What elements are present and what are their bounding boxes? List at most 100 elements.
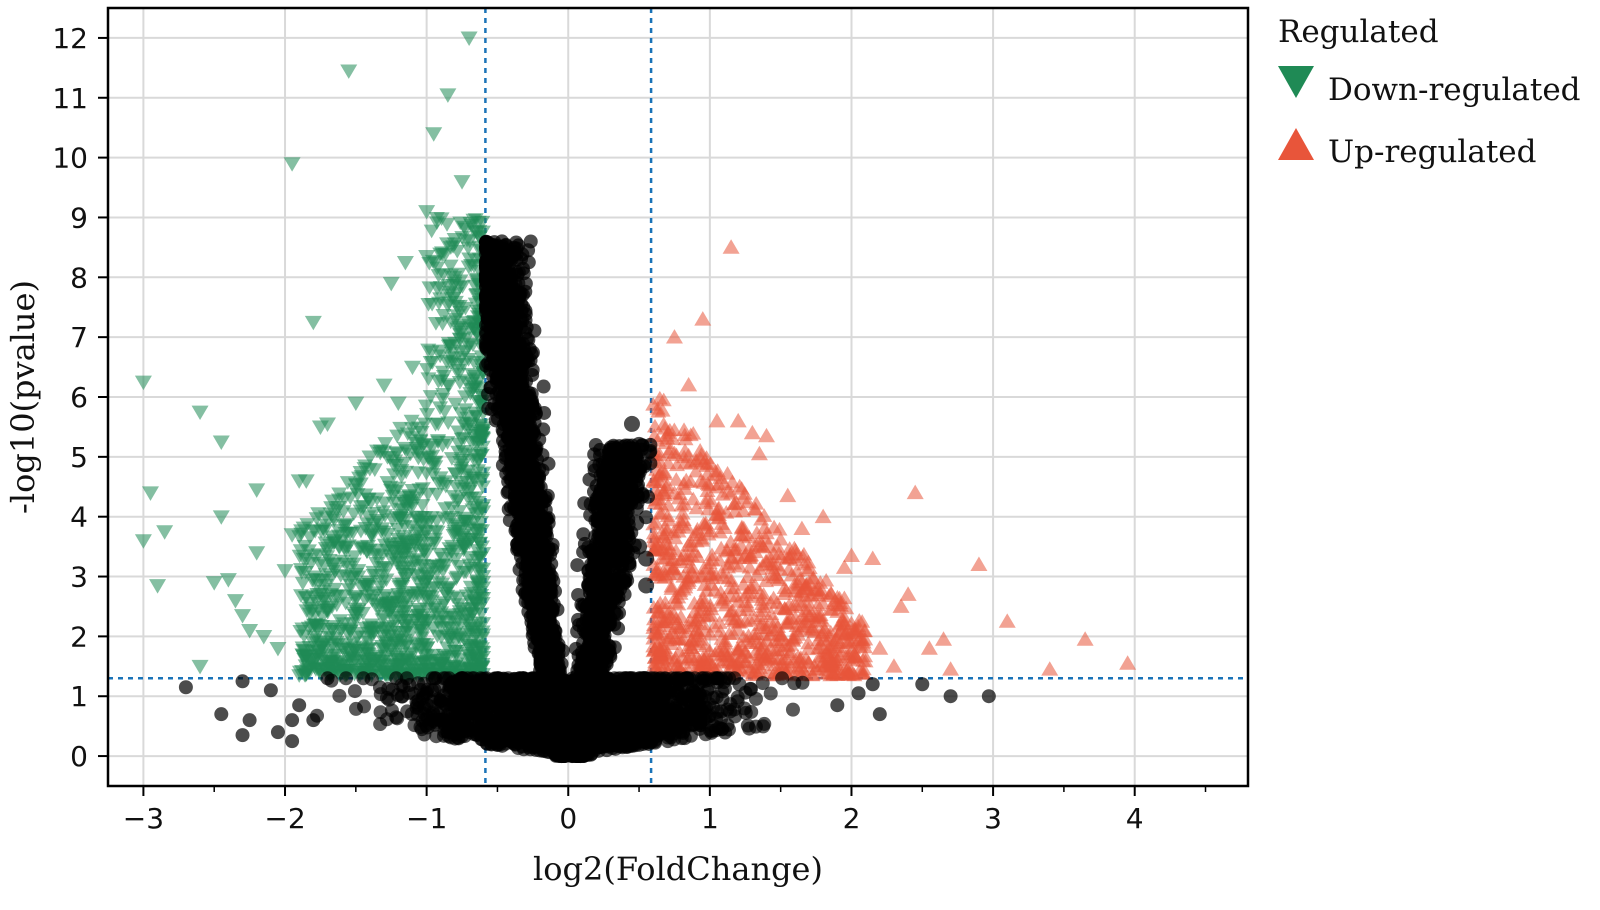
- down-regulated-point: [395, 456, 412, 471]
- down-regulated-point: [424, 536, 441, 551]
- down-regulated-point: [385, 458, 402, 473]
- down-regulated-point: [473, 448, 490, 463]
- down-regulated-point: [439, 436, 456, 450]
- down-regulated-point: [317, 510, 334, 525]
- down-regulated-point: [461, 536, 478, 550]
- down-regulated-point: [388, 446, 405, 460]
- down-regulated-point: [384, 489, 401, 504]
- up-regulated-point: [748, 525, 765, 540]
- down-regulated-point: [474, 524, 491, 539]
- down-regulated-point: [419, 655, 436, 669]
- up-regulated-point: [720, 483, 737, 498]
- down-regulated-point: [416, 417, 433, 432]
- down-regulated-point: [440, 378, 457, 392]
- non-significant-point: [483, 357, 498, 372]
- down-regulated-point: [431, 296, 448, 311]
- down-regulated-point: [417, 511, 434, 525]
- down-regulated-point: [475, 628, 492, 643]
- down-regulated-point: [352, 500, 369, 514]
- up-regulated-point: [741, 559, 758, 574]
- non-significant-point: [514, 378, 529, 393]
- non-significant-point: [512, 398, 527, 413]
- non-significant-point: [521, 576, 536, 591]
- down-regulated-point: [410, 466, 427, 480]
- down-regulated-point: [336, 541, 353, 555]
- down-regulated-point: [341, 560, 358, 575]
- down-regulated-point: [345, 641, 362, 656]
- down-regulated-point: [418, 602, 435, 616]
- non-significant-point: [539, 579, 554, 594]
- down-regulated-point: [432, 247, 449, 262]
- down-regulated-point: [369, 550, 386, 564]
- down-regulated-point: [378, 573, 395, 588]
- non-significant-point: [521, 243, 536, 258]
- down-regulated-point: [408, 442, 425, 456]
- down-regulated-point: [360, 648, 377, 662]
- down-regulated-point: [345, 550, 362, 564]
- down-regulated-point: [462, 643, 479, 657]
- down-regulated-point: [393, 614, 410, 628]
- down-regulated-point: [453, 319, 470, 333]
- down-regulated-point: [332, 569, 349, 583]
- down-regulated-point: [450, 598, 467, 612]
- down-regulated-point: [301, 607, 318, 622]
- down-regulated-point: [393, 509, 410, 523]
- down-regulated-point: [459, 233, 476, 248]
- down-regulated-point: [377, 437, 394, 451]
- up-regulated-point: [701, 643, 718, 658]
- down-regulated-point: [441, 285, 458, 300]
- down-regulated-point: [407, 532, 424, 547]
- down-regulated-point: [390, 481, 407, 496]
- down-regulated-point: [373, 561, 390, 575]
- down-regulated-point: [445, 490, 462, 504]
- down-regulated-point: [435, 387, 452, 402]
- non-significant-point: [484, 257, 499, 272]
- down-regulated-point: [420, 487, 437, 502]
- down-regulated-point: [332, 614, 349, 628]
- down-regulated-point: [470, 464, 487, 478]
- down-regulated-point: [379, 637, 396, 651]
- down-regulated-point: [475, 575, 492, 590]
- down-regulated-point: [468, 553, 485, 568]
- down-regulated-point: [449, 644, 466, 659]
- non-significant-point: [491, 289, 506, 304]
- up-regulated-point: [657, 595, 674, 609]
- down-regulated-point: [448, 300, 465, 314]
- up-regulated-point: [713, 516, 730, 530]
- down-regulated-point: [377, 589, 394, 603]
- down-regulated-point: [466, 320, 483, 335]
- non-significant-point: [527, 401, 542, 416]
- data-points: [134, 31, 1137, 764]
- down-regulated-point: [343, 617, 360, 631]
- down-regulated-point: [305, 636, 322, 651]
- down-regulated-point: [437, 586, 454, 601]
- non-significant-point: [532, 432, 547, 447]
- non-significant-point: [538, 520, 553, 535]
- down-regulated-point: [424, 441, 441, 455]
- down-regulated-point: [381, 621, 398, 636]
- down-regulated-point: [465, 659, 482, 674]
- down-regulated-point: [294, 576, 311, 591]
- down-regulated-point: [426, 456, 443, 470]
- down-regulated-point: [344, 652, 361, 666]
- up-regulated-point: [645, 516, 662, 531]
- up-regulated-point: [771, 521, 788, 536]
- down-regulated-point: [392, 421, 409, 436]
- down-regulated-point: [416, 544, 433, 559]
- down-regulated-point: [446, 237, 463, 252]
- down-regulated-point: [467, 406, 484, 421]
- down-regulated-point: [404, 422, 421, 436]
- down-regulated-point: [378, 669, 395, 683]
- down-regulated-point: [447, 397, 464, 412]
- up-regulated-point: [726, 496, 743, 511]
- down-regulated-point: [424, 449, 441, 464]
- non-significant-point: [483, 380, 498, 395]
- down-regulated-point: [327, 589, 344, 604]
- down-regulated-point: [332, 624, 349, 639]
- down-regulated-point: [433, 606, 450, 620]
- down-regulated-point: [337, 519, 354, 534]
- down-regulated-point: [464, 607, 481, 621]
- down-regulated-point: [411, 553, 428, 567]
- down-regulated-point: [359, 580, 376, 594]
- down-regulated-point: [325, 632, 342, 646]
